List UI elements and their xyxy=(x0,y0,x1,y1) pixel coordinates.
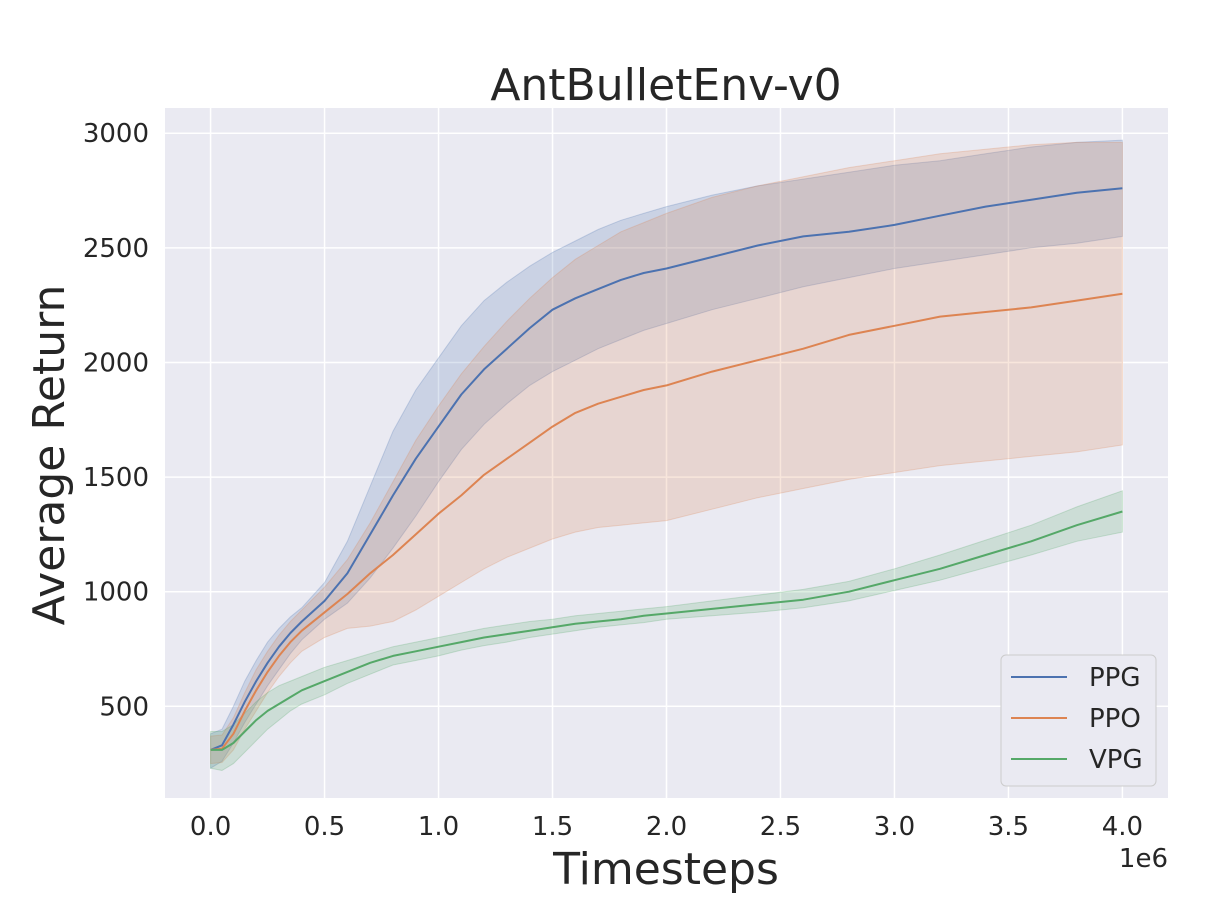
x-tick-label: 0.5 xyxy=(304,812,345,842)
x-tick-label: 3.0 xyxy=(874,812,915,842)
x-tick-label: 0.0 xyxy=(190,812,231,842)
y-tick-label: 500 xyxy=(99,692,149,722)
x-tick-label: 1.0 xyxy=(418,812,459,842)
y-tick-labels: 500 1000 1500 2000 2500 3000 xyxy=(83,119,149,722)
confidence-band-ppo xyxy=(210,141,1123,765)
y-axis-label: Average Return xyxy=(24,285,75,626)
x-tick-label: 2.5 xyxy=(760,812,801,842)
x-tick-label: 2.0 xyxy=(646,812,687,842)
x-tick-label: 4.0 xyxy=(1102,812,1143,842)
x-tick-labels: 0.0 0.5 1.0 1.5 2.0 2.5 3.0 3.5 4.0 xyxy=(190,812,1143,842)
y-tick-label: 3000 xyxy=(83,119,149,149)
y-tick-label: 1500 xyxy=(83,463,149,493)
series-line-vpg xyxy=(210,510,1123,751)
y-tick-label: 2500 xyxy=(83,234,149,264)
chart-title: AntBulletEnv-v0 xyxy=(490,60,841,111)
series-lines xyxy=(210,187,1123,751)
legend-label-ppo: PPO xyxy=(1089,704,1141,734)
x-axis-offset-label: 1e6 xyxy=(1119,844,1168,874)
x-tick-label: 1.5 xyxy=(532,812,573,842)
confidence-band-ppg xyxy=(210,139,1123,770)
legend-frame xyxy=(1000,654,1157,787)
confidence-band-vpg xyxy=(210,490,1123,772)
x-axis-label: Timesteps xyxy=(552,844,779,895)
y-tick-label: 2000 xyxy=(83,348,149,378)
confidence-bands xyxy=(210,139,1123,772)
series-line-ppo xyxy=(210,292,1123,751)
y-tick-label: 1000 xyxy=(83,578,149,608)
legend-label-ppg: PPG xyxy=(1089,663,1141,693)
legend: PPG PPO VPG xyxy=(1000,654,1157,787)
legend-label-vpg: VPG xyxy=(1089,745,1143,775)
x-tick-label: 3.5 xyxy=(988,812,1029,842)
series-line-ppg xyxy=(210,187,1123,751)
